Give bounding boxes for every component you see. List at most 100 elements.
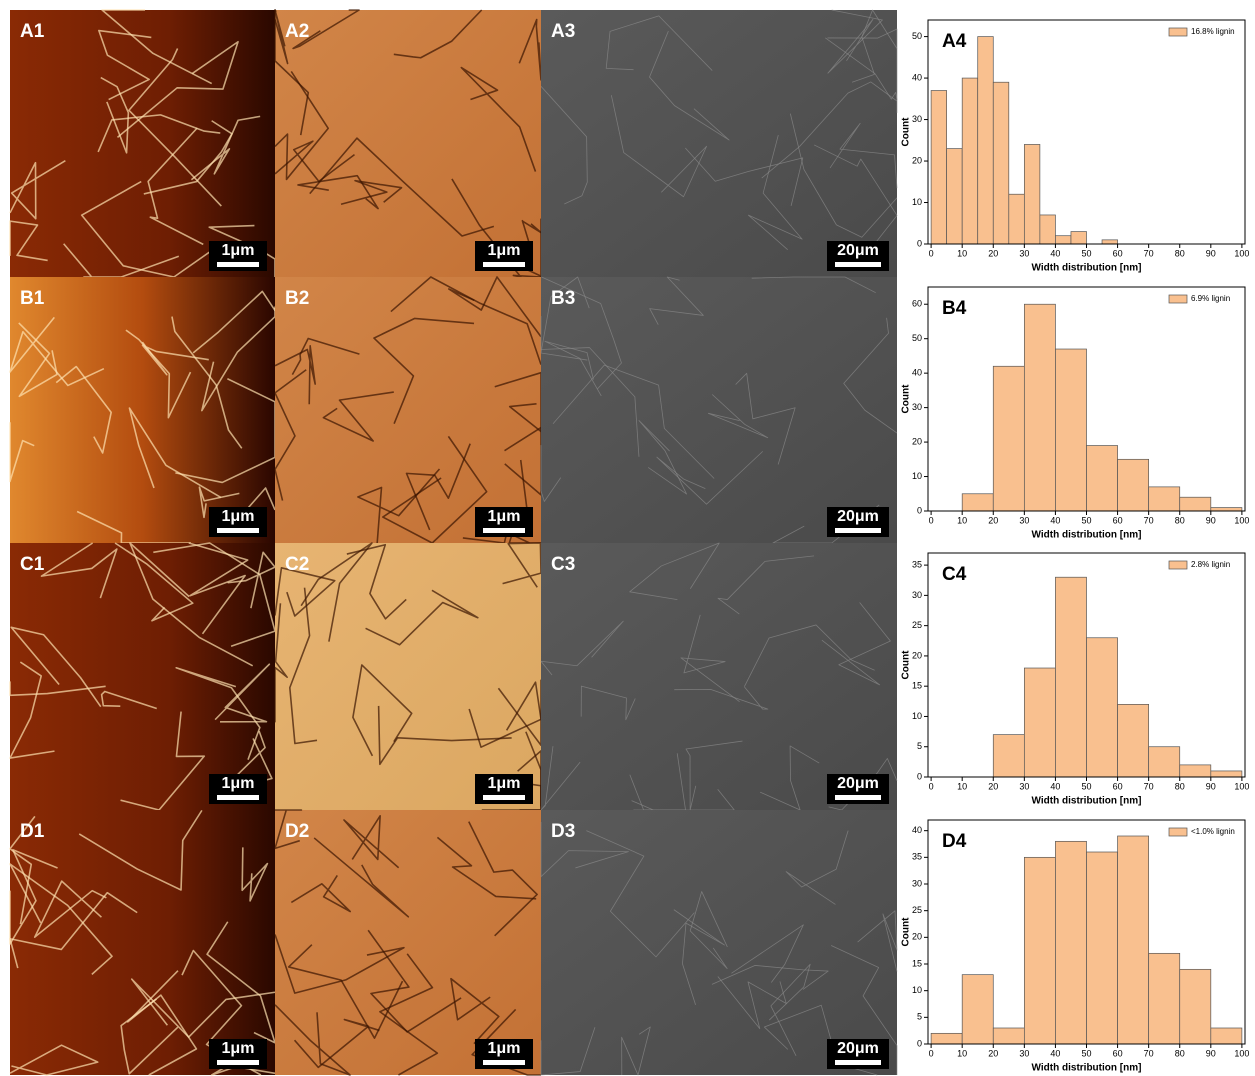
scale-bar-label: 1μm — [222, 242, 255, 259]
scale-bar-label: 1μm — [488, 242, 521, 259]
legend-label: 16.8% lignin — [1191, 27, 1235, 36]
bar — [1055, 236, 1071, 244]
scale-bar — [835, 262, 881, 267]
scale-bar-label: 1μm — [222, 508, 255, 525]
y-tick-label: 25 — [912, 620, 922, 630]
scale-bar — [217, 795, 259, 800]
panel-label: C1 — [20, 554, 45, 575]
micrograph — [275, 277, 541, 543]
x-tick-label: 20 — [988, 1048, 998, 1058]
y-tick-label: 30 — [912, 590, 922, 600]
panel-label: D1 — [20, 821, 45, 842]
panel-label: B4 — [942, 298, 967, 319]
x-tick-label: 100 — [1234, 248, 1249, 258]
y-tick-label: 0 — [917, 505, 922, 515]
panel-label: B3 — [551, 288, 575, 309]
image-panel: D21μm — [275, 810, 541, 1075]
micrograph — [275, 543, 541, 810]
bar — [931, 1033, 962, 1044]
y-tick-label: 15 — [912, 958, 922, 968]
scale-bar — [483, 1060, 525, 1065]
scale-bar — [835, 1060, 881, 1065]
y-tick-label: 20 — [912, 155, 922, 165]
scale-bar-label: 20μm — [837, 775, 879, 792]
scale-bar — [835, 528, 881, 533]
bar — [1040, 215, 1056, 244]
x-tick-label: 100 — [1234, 515, 1249, 525]
y-tick-label: 20 — [912, 436, 922, 446]
y-tick-label: 35 — [912, 559, 922, 569]
bar — [1180, 969, 1211, 1044]
y-tick-label: 30 — [912, 878, 922, 888]
bar — [1024, 668, 1055, 777]
x-tick-label: 10 — [957, 781, 967, 791]
bar — [1055, 349, 1086, 511]
micrograph — [275, 810, 541, 1075]
legend-label: 2.8% lignin — [1191, 560, 1230, 569]
micrograph — [541, 810, 897, 1075]
y-tick-label: 15 — [912, 681, 922, 691]
image-panel: C320μm — [541, 543, 897, 810]
bar — [962, 975, 993, 1044]
scale-bar-label: 20μm — [837, 242, 879, 259]
x-tick-label: 0 — [929, 1048, 934, 1058]
scale-bar-label: 1μm — [488, 775, 521, 792]
y-tick-label: 30 — [912, 402, 922, 412]
panel-label: A1 — [20, 21, 45, 42]
bar — [962, 494, 993, 511]
y-tick-label: 5 — [917, 1012, 922, 1022]
y-tick-label: 0 — [917, 238, 922, 248]
x-tick-label: 30 — [1019, 248, 1029, 258]
scale-bar — [217, 528, 259, 533]
bar — [1087, 638, 1118, 777]
y-axis-label: Count — [901, 917, 912, 947]
bar — [1149, 487, 1180, 511]
bar — [1211, 508, 1242, 511]
bar — [1009, 194, 1025, 244]
panel-label: A3 — [551, 21, 575, 42]
y-tick-label: 10 — [912, 197, 922, 207]
x-tick-label: 90 — [1206, 515, 1216, 525]
legend-swatch — [1169, 561, 1187, 569]
x-tick-label: 70 — [1144, 1048, 1154, 1058]
x-tick-label: 10 — [957, 248, 967, 258]
scale-bar-label: 1μm — [222, 775, 255, 792]
image-panel: B3 20μm — [541, 277, 897, 543]
bar — [1024, 304, 1055, 511]
x-tick-label: 20 — [988, 515, 998, 525]
y-tick-label: 35 — [912, 852, 922, 862]
x-tick-label: 50 — [1081, 515, 1091, 525]
bar — [993, 735, 1024, 777]
x-tick-label: 100 — [1234, 781, 1249, 791]
legend-label: <1.0% lignin — [1191, 827, 1235, 836]
y-tick-label: 25 — [912, 905, 922, 915]
x-axis-label: Width distribution [nm] — [1032, 796, 1142, 807]
bar — [947, 149, 963, 244]
bar — [931, 91, 947, 244]
y-tick-label: 5 — [917, 741, 922, 751]
bar — [1211, 771, 1242, 777]
x-tick-label: 30 — [1019, 781, 1029, 791]
panel-label: A2 — [285, 21, 309, 42]
scale-bar — [217, 1060, 259, 1065]
image-panel: A2 1μm — [275, 10, 541, 277]
bar — [1102, 240, 1118, 244]
scale-bar-label: 20μm — [837, 508, 879, 525]
y-tick-label: 10 — [912, 711, 922, 721]
bar — [993, 1028, 1024, 1044]
x-tick-label: 0 — [929, 781, 934, 791]
y-tick-label: 0 — [917, 771, 922, 781]
x-tick-label: 60 — [1113, 515, 1123, 525]
micrograph — [541, 10, 897, 277]
image-panel: D320μm — [541, 810, 897, 1075]
x-tick-label: 40 — [1050, 515, 1060, 525]
bar — [1087, 446, 1118, 511]
x-tick-label: 40 — [1050, 781, 1060, 791]
x-tick-label: 80 — [1175, 781, 1185, 791]
scale-bar — [483, 528, 525, 533]
x-tick-label: 10 — [957, 515, 967, 525]
y-tick-label: 40 — [912, 368, 922, 378]
micrograph — [10, 810, 275, 1075]
bar — [1180, 497, 1211, 511]
